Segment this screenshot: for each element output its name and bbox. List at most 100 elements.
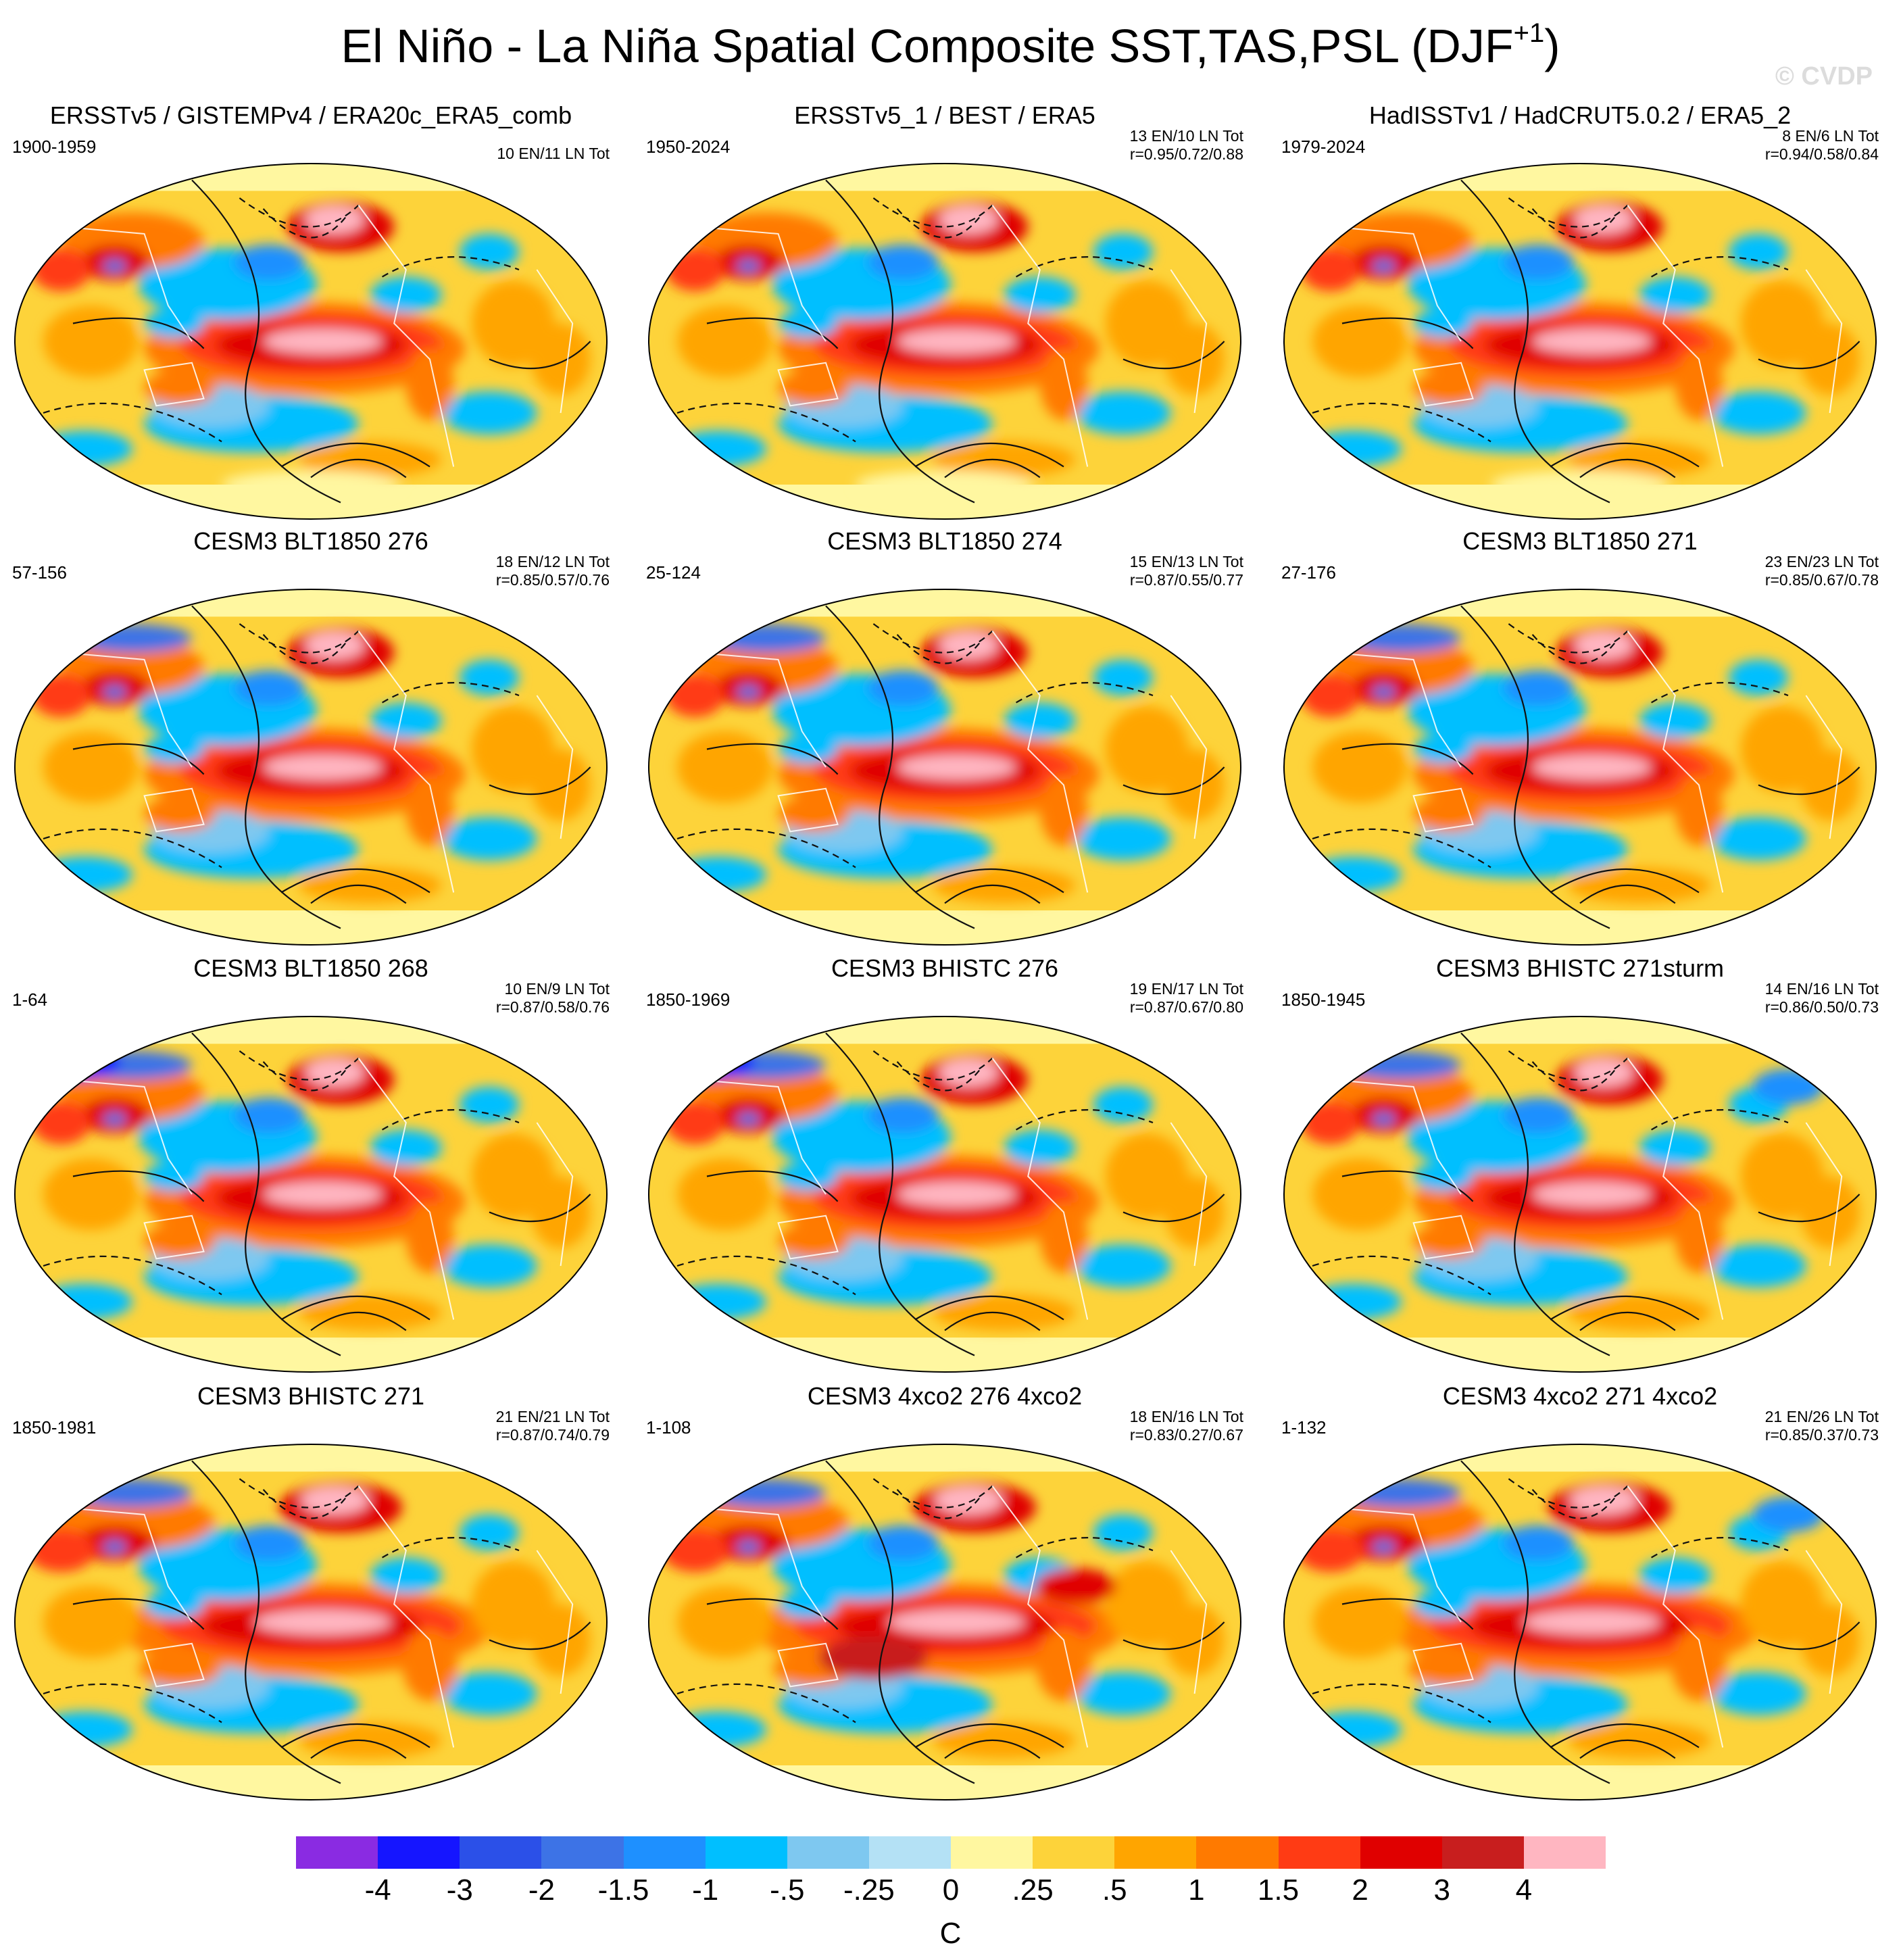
coastline xyxy=(1330,1079,1462,1195)
anomaly-region xyxy=(1039,348,1088,420)
panel-pattern-correlation: r=0.85/0.37/0.73 xyxy=(1764,1426,1879,1444)
arctic-band xyxy=(15,589,607,617)
psl-contour-negative xyxy=(1312,828,1491,868)
psl-contour-positive xyxy=(706,1598,839,1630)
psl-contour-positive xyxy=(706,317,839,349)
map-boundary xyxy=(14,1016,608,1373)
psl-contour-positive xyxy=(1550,1723,1700,1748)
coastline xyxy=(1627,1058,1724,1320)
psl-contour-positive xyxy=(944,1311,1041,1331)
anomaly-region xyxy=(677,1158,772,1230)
anomaly-region xyxy=(1164,749,1225,821)
figure-title-close: ) xyxy=(1544,20,1560,72)
anomaly-region xyxy=(1710,817,1806,860)
coastline xyxy=(1627,1486,1724,1748)
arctic-band xyxy=(1284,589,1876,617)
anomaly-region xyxy=(778,309,838,338)
psl-contour-negative xyxy=(676,1683,856,1723)
anomaly-region xyxy=(1491,470,1669,499)
psl-contour-negative xyxy=(1508,1050,1629,1081)
arctic-band xyxy=(1284,1444,1876,1472)
colorbar-swatch xyxy=(1033,1836,1115,1869)
anomaly-region xyxy=(144,1590,204,1619)
anomaly-region xyxy=(1164,323,1225,395)
psl-contour-negative xyxy=(872,1478,993,1509)
psl-contour-negative xyxy=(262,208,347,239)
panel-event-count: 10 EN/11 LN Tot xyxy=(497,145,610,163)
anomaly-region xyxy=(441,1244,537,1288)
anomaly-region xyxy=(144,735,204,764)
anomaly-region xyxy=(1574,1058,1634,1087)
anomaly-region xyxy=(1306,856,1402,893)
anomaly-region xyxy=(460,1087,519,1123)
anomaly-region xyxy=(1639,1557,1711,1594)
anomaly-region xyxy=(888,1609,1025,1635)
map-boundary xyxy=(1283,1016,1877,1373)
colorbar-tick-label: -1 xyxy=(692,1873,719,1907)
psl-contour-negative xyxy=(1016,256,1154,278)
map-panel: CESM3 BHISTC 276 1850-1969 19 EN/17 LN Tot… xyxy=(634,954,1256,1373)
map-panel: ERSSTv5 / GISTEMPv4 / ERA20c_ERA5_comb 19… xyxy=(0,101,622,520)
anomaly-region xyxy=(405,1201,454,1273)
anomaly-region xyxy=(1752,1496,1824,1533)
panel-event-count-text: 8 EN/6 LN Tot xyxy=(1782,127,1879,145)
panel-years: 1979-2024 xyxy=(1281,137,1366,157)
coastline xyxy=(1627,205,1724,467)
anomaly-region xyxy=(1568,1294,1711,1331)
anomaly-region xyxy=(43,1158,139,1230)
panel-years: 1-108 xyxy=(646,1417,691,1438)
coastline xyxy=(61,1506,193,1623)
panel-event-count: 18 EN/12 LN Tot r=0.85/0.57/0.76 xyxy=(496,553,610,589)
anomaly-region xyxy=(677,1586,772,1658)
antarctic-band xyxy=(649,1338,1241,1372)
psl-contour-positive xyxy=(1758,1194,1860,1223)
psl-contour-negative xyxy=(676,402,856,443)
anomaly-region xyxy=(1039,774,1088,846)
anomaly-region xyxy=(263,328,382,354)
psl-contour-positive xyxy=(914,442,1064,468)
psl-contour-negative xyxy=(1016,1109,1154,1131)
panel-event-count-text: 18 EN/12 LN Tot xyxy=(495,553,610,570)
anomaly-region xyxy=(233,1097,305,1133)
coastline xyxy=(1330,652,1462,768)
coastline xyxy=(1412,1215,1474,1260)
colorbar-tick-label: 0 xyxy=(942,1873,960,1907)
coastline xyxy=(536,1550,574,1694)
psl-contour-negative xyxy=(872,623,993,654)
psl-contour-negative xyxy=(1016,682,1154,704)
psl-contour-positive xyxy=(1460,179,1610,504)
psl-contour-negative xyxy=(896,1489,981,1519)
psl-contour-positive xyxy=(1550,442,1700,468)
map-panel: CESM3 BLT1850 276 57-156 18 EN/12 LN Tot r=… xyxy=(0,527,622,946)
psl-contour-positive xyxy=(825,1032,975,1356)
anomaly-region xyxy=(1639,702,1711,739)
sst-anomaly-map xyxy=(1283,1016,1877,1373)
psl-contour-positive xyxy=(72,317,205,349)
psl-contour-negative xyxy=(382,1109,520,1131)
coastline xyxy=(61,1079,193,1195)
sst-anomaly-map xyxy=(14,589,608,946)
anomaly-region xyxy=(1075,817,1171,860)
panel-pattern-correlation: r=0.85/0.67/0.78 xyxy=(1764,571,1879,589)
panel-years: 27-176 xyxy=(1281,562,1336,583)
anomaly-region xyxy=(233,1525,305,1561)
psl-contour-positive xyxy=(706,1170,839,1202)
anomaly-region xyxy=(263,1181,382,1207)
panel-event-count-text: 21 EN/26 LN Tot xyxy=(1764,1408,1879,1425)
anomaly-region xyxy=(933,1294,1076,1331)
panel-event-count: 23 EN/23 LN Tot r=0.85/0.67/0.78 xyxy=(1765,553,1879,589)
psl-contour-positive xyxy=(825,605,975,929)
psl-contour-negative xyxy=(896,634,981,664)
anomaly-region xyxy=(934,1486,1003,1515)
psl-contour-negative xyxy=(676,1255,856,1296)
panel-years: 57-156 xyxy=(12,562,67,583)
psl-contour-positive xyxy=(489,1194,591,1223)
anomaly-region xyxy=(144,1162,204,1191)
psl-contour-positive xyxy=(1341,317,1474,349)
anomaly-region xyxy=(867,1097,939,1133)
colorbar-tick-label: -.5 xyxy=(770,1873,805,1907)
psl-contour-negative xyxy=(1508,197,1629,228)
anomaly-region xyxy=(103,1112,127,1126)
anomaly-region xyxy=(778,1590,838,1619)
anomaly-region xyxy=(1574,205,1634,234)
